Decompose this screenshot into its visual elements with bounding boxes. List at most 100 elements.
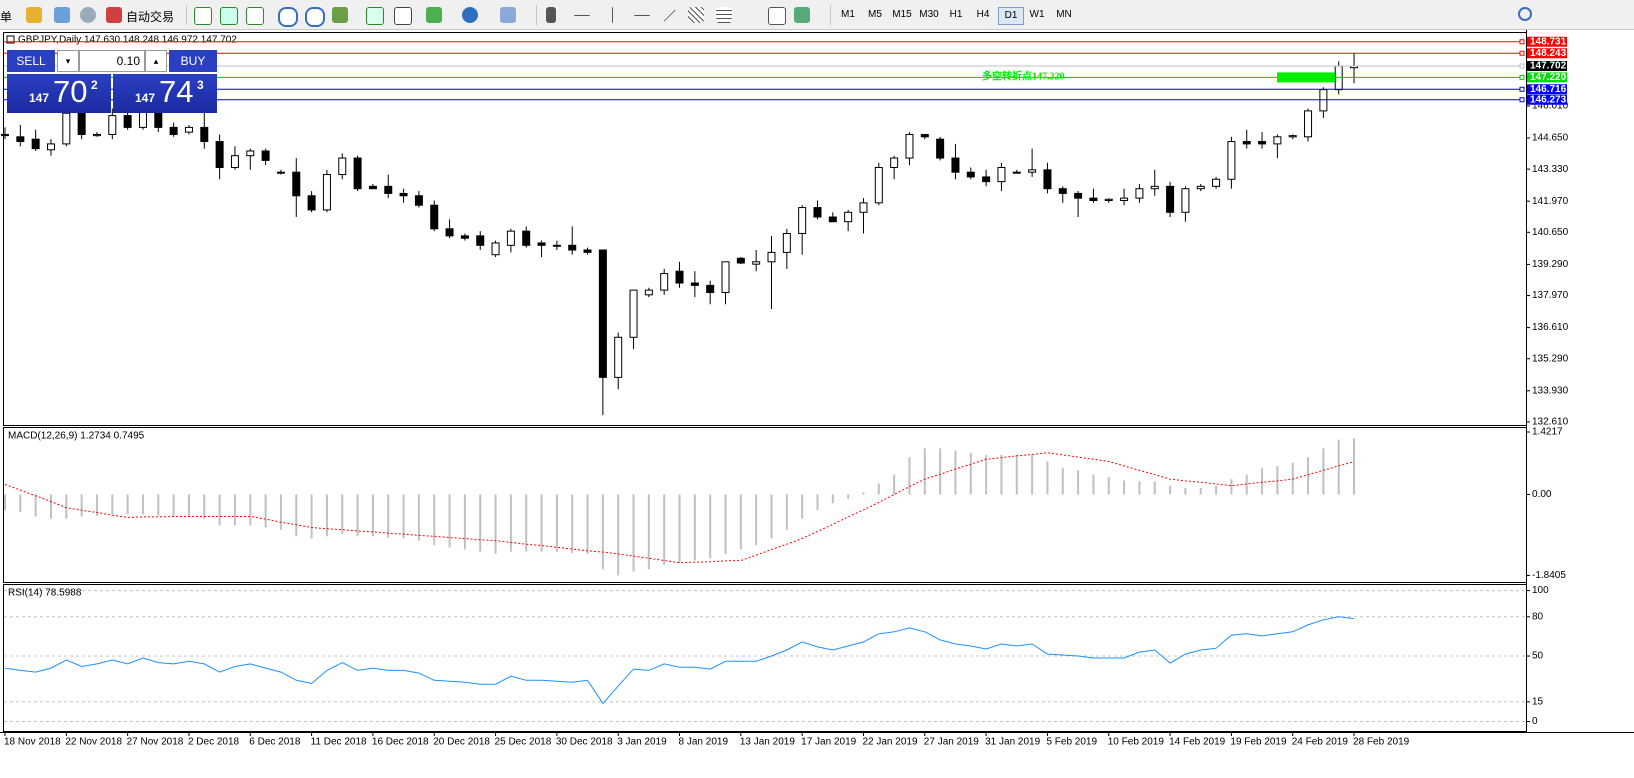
menu-orders[interactable]: 单 [0,10,13,24]
icon[interactable] [246,7,264,25]
timeframe-button[interactable]: MN [1056,9,1072,20]
timeframe-button[interactable]: W1 [1029,9,1045,20]
timeframe-button[interactable]: M1 [841,9,855,20]
candle-body [215,141,224,168]
histogram-bar [371,494,374,537]
histogram-bar [877,483,880,495]
y-tick-label: 50 [1532,651,1544,662]
histogram-bar [785,494,788,530]
histogram-bar [617,494,620,576]
icon[interactable] [716,7,732,23]
level-label: 147.220 [1530,72,1567,83]
icon[interactable] [366,7,384,25]
icon[interactable] [278,7,298,27]
histogram-bar [141,494,144,515]
candle-body [1135,188,1144,199]
y-tick-label: -1.8405 [1532,570,1566,581]
histogram-bar [187,494,190,517]
x-tick-label: 19 Feb 2019 [1230,737,1287,748]
level-label: 147.702 [1530,61,1567,72]
histogram-bar [172,494,175,517]
icon[interactable] [394,7,412,25]
histogram-bar [264,494,267,528]
x-tick-label: 5 Feb 2019 [1046,737,1097,748]
timeframe-button[interactable]: H1 [949,9,963,20]
buy-button[interactable]: BUY [169,50,217,72]
y-tick-label: 146.010 [1532,101,1569,112]
icon[interactable] [54,7,70,23]
icon[interactable] [194,7,212,25]
buy-price[interactable]: 147 74 3 [113,74,217,113]
histogram-bar [1245,474,1248,495]
x-tick-label: 20 Dec 2018 [433,737,490,748]
histogram-bar [218,494,221,526]
y-tick-label: 0 [1532,716,1538,727]
histogram-bar [847,494,850,499]
histogram-bar [157,494,160,516]
candle-body [1258,141,1267,145]
sell-button[interactable]: SELL [7,50,55,72]
timeframe-button[interactable]: D1 [998,7,1024,25]
candle-body [522,230,531,246]
candle-body [706,284,715,293]
icon[interactable] [426,7,442,23]
icon[interactable] [500,7,516,23]
icon[interactable] [768,7,786,25]
icon[interactable] [612,7,614,23]
lot-down[interactable]: ▾ [57,50,79,72]
icon[interactable] [742,7,758,23]
candle-body [1212,178,1221,187]
histogram-bar [816,494,819,510]
level-label-bg [1527,36,1567,47]
x-tick-label: 10 Feb 2019 [1108,737,1165,748]
histogram-bar [985,454,988,495]
x-tick-label: 17 Jan 2019 [801,737,856,748]
icon[interactable] [26,7,42,23]
lot-up[interactable]: ▴ [145,50,167,72]
icon[interactable] [574,15,590,17]
candle-body [1058,188,1067,194]
icon[interactable] [794,7,810,23]
histogram-bar [1307,457,1310,495]
auto-trading[interactable]: 自动交易 [126,10,175,24]
candle-body [890,157,899,168]
level-label-bg [1527,84,1567,95]
candle-body [322,174,331,211]
candle-body [1012,171,1021,174]
timeframe-button[interactable]: M30 [919,9,939,20]
histogram-bar [1015,454,1018,495]
search[interactable] [1518,7,1532,21]
icon[interactable] [462,7,478,23]
histogram-bar [1061,468,1064,495]
candle-body [859,202,868,213]
timeframe-button[interactable]: M5 [868,9,882,20]
candle-body [62,112,71,145]
candle-body [1043,169,1052,190]
candle-body [997,166,1006,183]
icon[interactable] [688,7,704,23]
histogram-bar [1092,474,1095,495]
icon[interactable] [634,15,650,17]
lot-input[interactable]: 0.10 [79,50,145,72]
candle-body [813,207,822,218]
annotation: 多空转折点147.220 [982,70,1065,83]
icon[interactable] [106,7,122,23]
level-label: 146.716 [1530,84,1567,95]
icon[interactable] [663,9,677,23]
timeframe-button[interactable]: H4 [976,9,990,20]
candle-body [506,230,515,246]
candle-body [1166,185,1175,213]
candle-body [1304,110,1313,138]
icon[interactable] [220,7,238,25]
icon[interactable] [80,7,96,23]
histogram-bar [433,494,436,546]
timeframe-button[interactable]: M15 [892,9,912,20]
icon[interactable] [305,7,325,27]
icon[interactable] [332,7,348,23]
histogram-bar [111,494,114,515]
histogram-bar [678,494,681,563]
candle-body [905,133,914,159]
sell-price[interactable]: 147 70 2 [7,74,111,113]
icon[interactable] [546,7,556,23]
candle-body [721,261,730,293]
